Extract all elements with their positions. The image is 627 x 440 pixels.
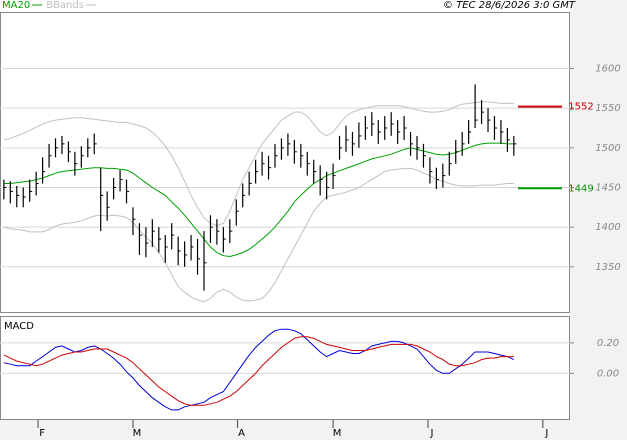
y-tick-label: 0.20 bbox=[597, 338, 619, 349]
band-lower bbox=[3, 167, 514, 303]
macd-line bbox=[3, 336, 514, 406]
x-tick-label: A bbox=[238, 428, 245, 439]
band-upper bbox=[3, 101, 514, 227]
y-tick-label: 1350 bbox=[595, 262, 620, 273]
y-tick-label: 1500 bbox=[595, 143, 620, 154]
y-tick-label: 1450 bbox=[595, 182, 620, 193]
x-tick-label: F bbox=[39, 428, 45, 439]
x-tick-label: J bbox=[544, 428, 548, 439]
price-panel bbox=[0, 12, 570, 313]
x-tick-label: J bbox=[430, 428, 434, 439]
y-tick-label: 1550 bbox=[595, 103, 620, 114]
macd-line bbox=[3, 328, 515, 411]
axis-background bbox=[0, 420, 570, 440]
y-tick-label: 1600 bbox=[595, 64, 620, 75]
macd-panel bbox=[0, 316, 570, 420]
level-label: 1552 bbox=[568, 102, 593, 113]
panel-title: MACD bbox=[4, 321, 34, 332]
legend-label: BBands bbox=[46, 0, 84, 11]
legend-label: MA20 bbox=[2, 0, 30, 11]
y-tick-label: 1400 bbox=[595, 222, 620, 233]
copyright: © TEC 28/6/2026 3:0 GMT bbox=[443, 0, 576, 11]
ma-line bbox=[3, 142, 514, 258]
x-tick-label: M bbox=[333, 428, 342, 439]
y-tick-label: 0.00 bbox=[597, 368, 619, 379]
axis-background bbox=[570, 0, 627, 440]
x-tick-label: M bbox=[133, 428, 142, 439]
level-label: 1449 bbox=[568, 183, 593, 194]
